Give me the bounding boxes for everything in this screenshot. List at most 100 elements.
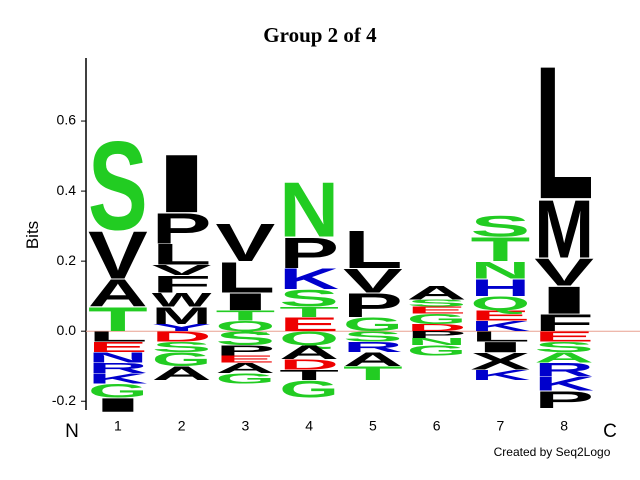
logo-letter: G xyxy=(279,376,339,403)
logo-letter: K xyxy=(88,371,148,387)
logo-letter: S xyxy=(216,328,276,350)
logo-letter: S xyxy=(407,298,467,309)
chart-title: Group 2 of 4 xyxy=(263,23,377,47)
y-tick-label: 0.0 xyxy=(57,322,77,338)
logo-letter: K xyxy=(534,373,594,395)
logo-letter: S xyxy=(88,116,148,257)
logo-letter: G xyxy=(407,343,467,359)
y-axis-label: Bits xyxy=(23,221,42,249)
logo-letter: N xyxy=(471,257,531,284)
logo-letter: E xyxy=(88,339,148,355)
logo-letter: T xyxy=(279,304,339,320)
x-tick-label: 4 xyxy=(305,418,313,434)
logo-letter: R xyxy=(534,359,594,381)
end-label: C xyxy=(603,421,617,442)
logo-letter: A xyxy=(279,342,339,364)
logo-letter: I xyxy=(152,138,212,230)
logo-letter: S xyxy=(471,210,531,243)
logo-letter: G xyxy=(343,314,403,336)
logo-letter: M xyxy=(152,302,212,329)
logo-letter: L xyxy=(343,219,403,279)
logo-letter: L xyxy=(88,329,148,345)
logo-letter: E xyxy=(407,305,467,316)
logo-letter: D xyxy=(279,357,339,373)
logo-letter: N xyxy=(88,350,148,366)
logo-letter: A xyxy=(216,360,276,376)
logo-letter: T xyxy=(343,363,403,385)
y-tick-label: 0.4 xyxy=(57,182,77,198)
x-tick-label: 5 xyxy=(369,418,377,434)
logo-letter: F xyxy=(152,271,212,298)
logo-letter: I xyxy=(471,339,531,355)
logo-letter: Q xyxy=(216,318,276,334)
logo-letter: P xyxy=(279,229,339,278)
logo-letter: A xyxy=(407,282,467,304)
logo-letter: N xyxy=(279,166,339,253)
logo-letter: F xyxy=(534,309,594,336)
logo-letter: E xyxy=(216,354,276,365)
logo-letter: V xyxy=(152,262,212,278)
logo-letter: G xyxy=(216,371,276,387)
logo-letter: M xyxy=(534,184,594,276)
logo-letter: V xyxy=(88,218,148,294)
logo-letter: A xyxy=(534,350,594,366)
logo-letter: L xyxy=(534,28,594,239)
logo-letter: X xyxy=(471,348,531,375)
logo-letter: G xyxy=(88,380,148,402)
logo-letter: K xyxy=(279,263,339,296)
logo-letter: G xyxy=(152,349,212,371)
x-tick-label: 6 xyxy=(433,418,441,434)
logo-letter: V xyxy=(534,251,594,295)
logo-letter: S xyxy=(534,339,594,355)
logo-letter: P xyxy=(343,286,403,324)
logo-letter: E xyxy=(279,314,339,336)
logo-letter: G xyxy=(407,311,467,327)
logo-letter: A xyxy=(88,272,148,316)
y-tick-label: 0.2 xyxy=(57,252,77,268)
start-label: N xyxy=(65,421,79,442)
logo-letter: W xyxy=(152,289,212,311)
x-tick-label: 7 xyxy=(496,418,504,434)
logo-letter: R xyxy=(343,339,403,355)
logo-letter: T xyxy=(279,367,339,383)
logo-letter: A xyxy=(152,363,212,385)
logo-letter: I xyxy=(88,394,148,416)
logo-letter: Y xyxy=(152,323,212,334)
y-tick-label: 0.6 xyxy=(57,112,77,128)
credit: Created by Seq2Logo xyxy=(494,445,611,459)
logo-letter: E xyxy=(471,308,531,324)
logo-letter: T xyxy=(88,300,148,338)
logo-letter: L xyxy=(216,254,276,303)
logo-letter: V xyxy=(343,262,403,300)
x-tick-label: 3 xyxy=(241,418,249,434)
logo-letter: P xyxy=(152,204,212,253)
logo-letter: S xyxy=(343,329,403,345)
x-tick-label: 2 xyxy=(178,418,186,434)
logo-letter: T xyxy=(471,230,531,268)
x-tick-label: 8 xyxy=(560,418,568,434)
logo-letter: S xyxy=(279,285,339,312)
logo-letter: L xyxy=(152,238,212,271)
logo-letter: S xyxy=(152,339,212,355)
logo-letter: T xyxy=(216,308,276,324)
logo-letter: I xyxy=(216,288,276,315)
logo-letter: D xyxy=(407,323,467,334)
logo-letter: K xyxy=(471,367,531,383)
logo-letter: P xyxy=(407,330,467,341)
logo-letter: H xyxy=(471,274,531,301)
logo-letter: E xyxy=(534,329,594,345)
logo-letter: R xyxy=(88,360,148,376)
logo-letter: K xyxy=(471,318,531,334)
y-tick-label: -0.2 xyxy=(52,392,76,408)
logo-letter: V xyxy=(216,212,276,272)
logo-letter: P xyxy=(534,387,594,414)
logo-letter: Q xyxy=(279,328,339,350)
x-tick-label: 1 xyxy=(114,418,122,434)
logo-letter: L xyxy=(471,329,531,345)
logo-letter: D xyxy=(152,329,212,345)
logo-letter: P xyxy=(216,343,276,359)
logo-letter: I xyxy=(534,279,594,323)
logo-letter: A xyxy=(343,349,403,371)
logo-letter: Q xyxy=(471,293,531,315)
